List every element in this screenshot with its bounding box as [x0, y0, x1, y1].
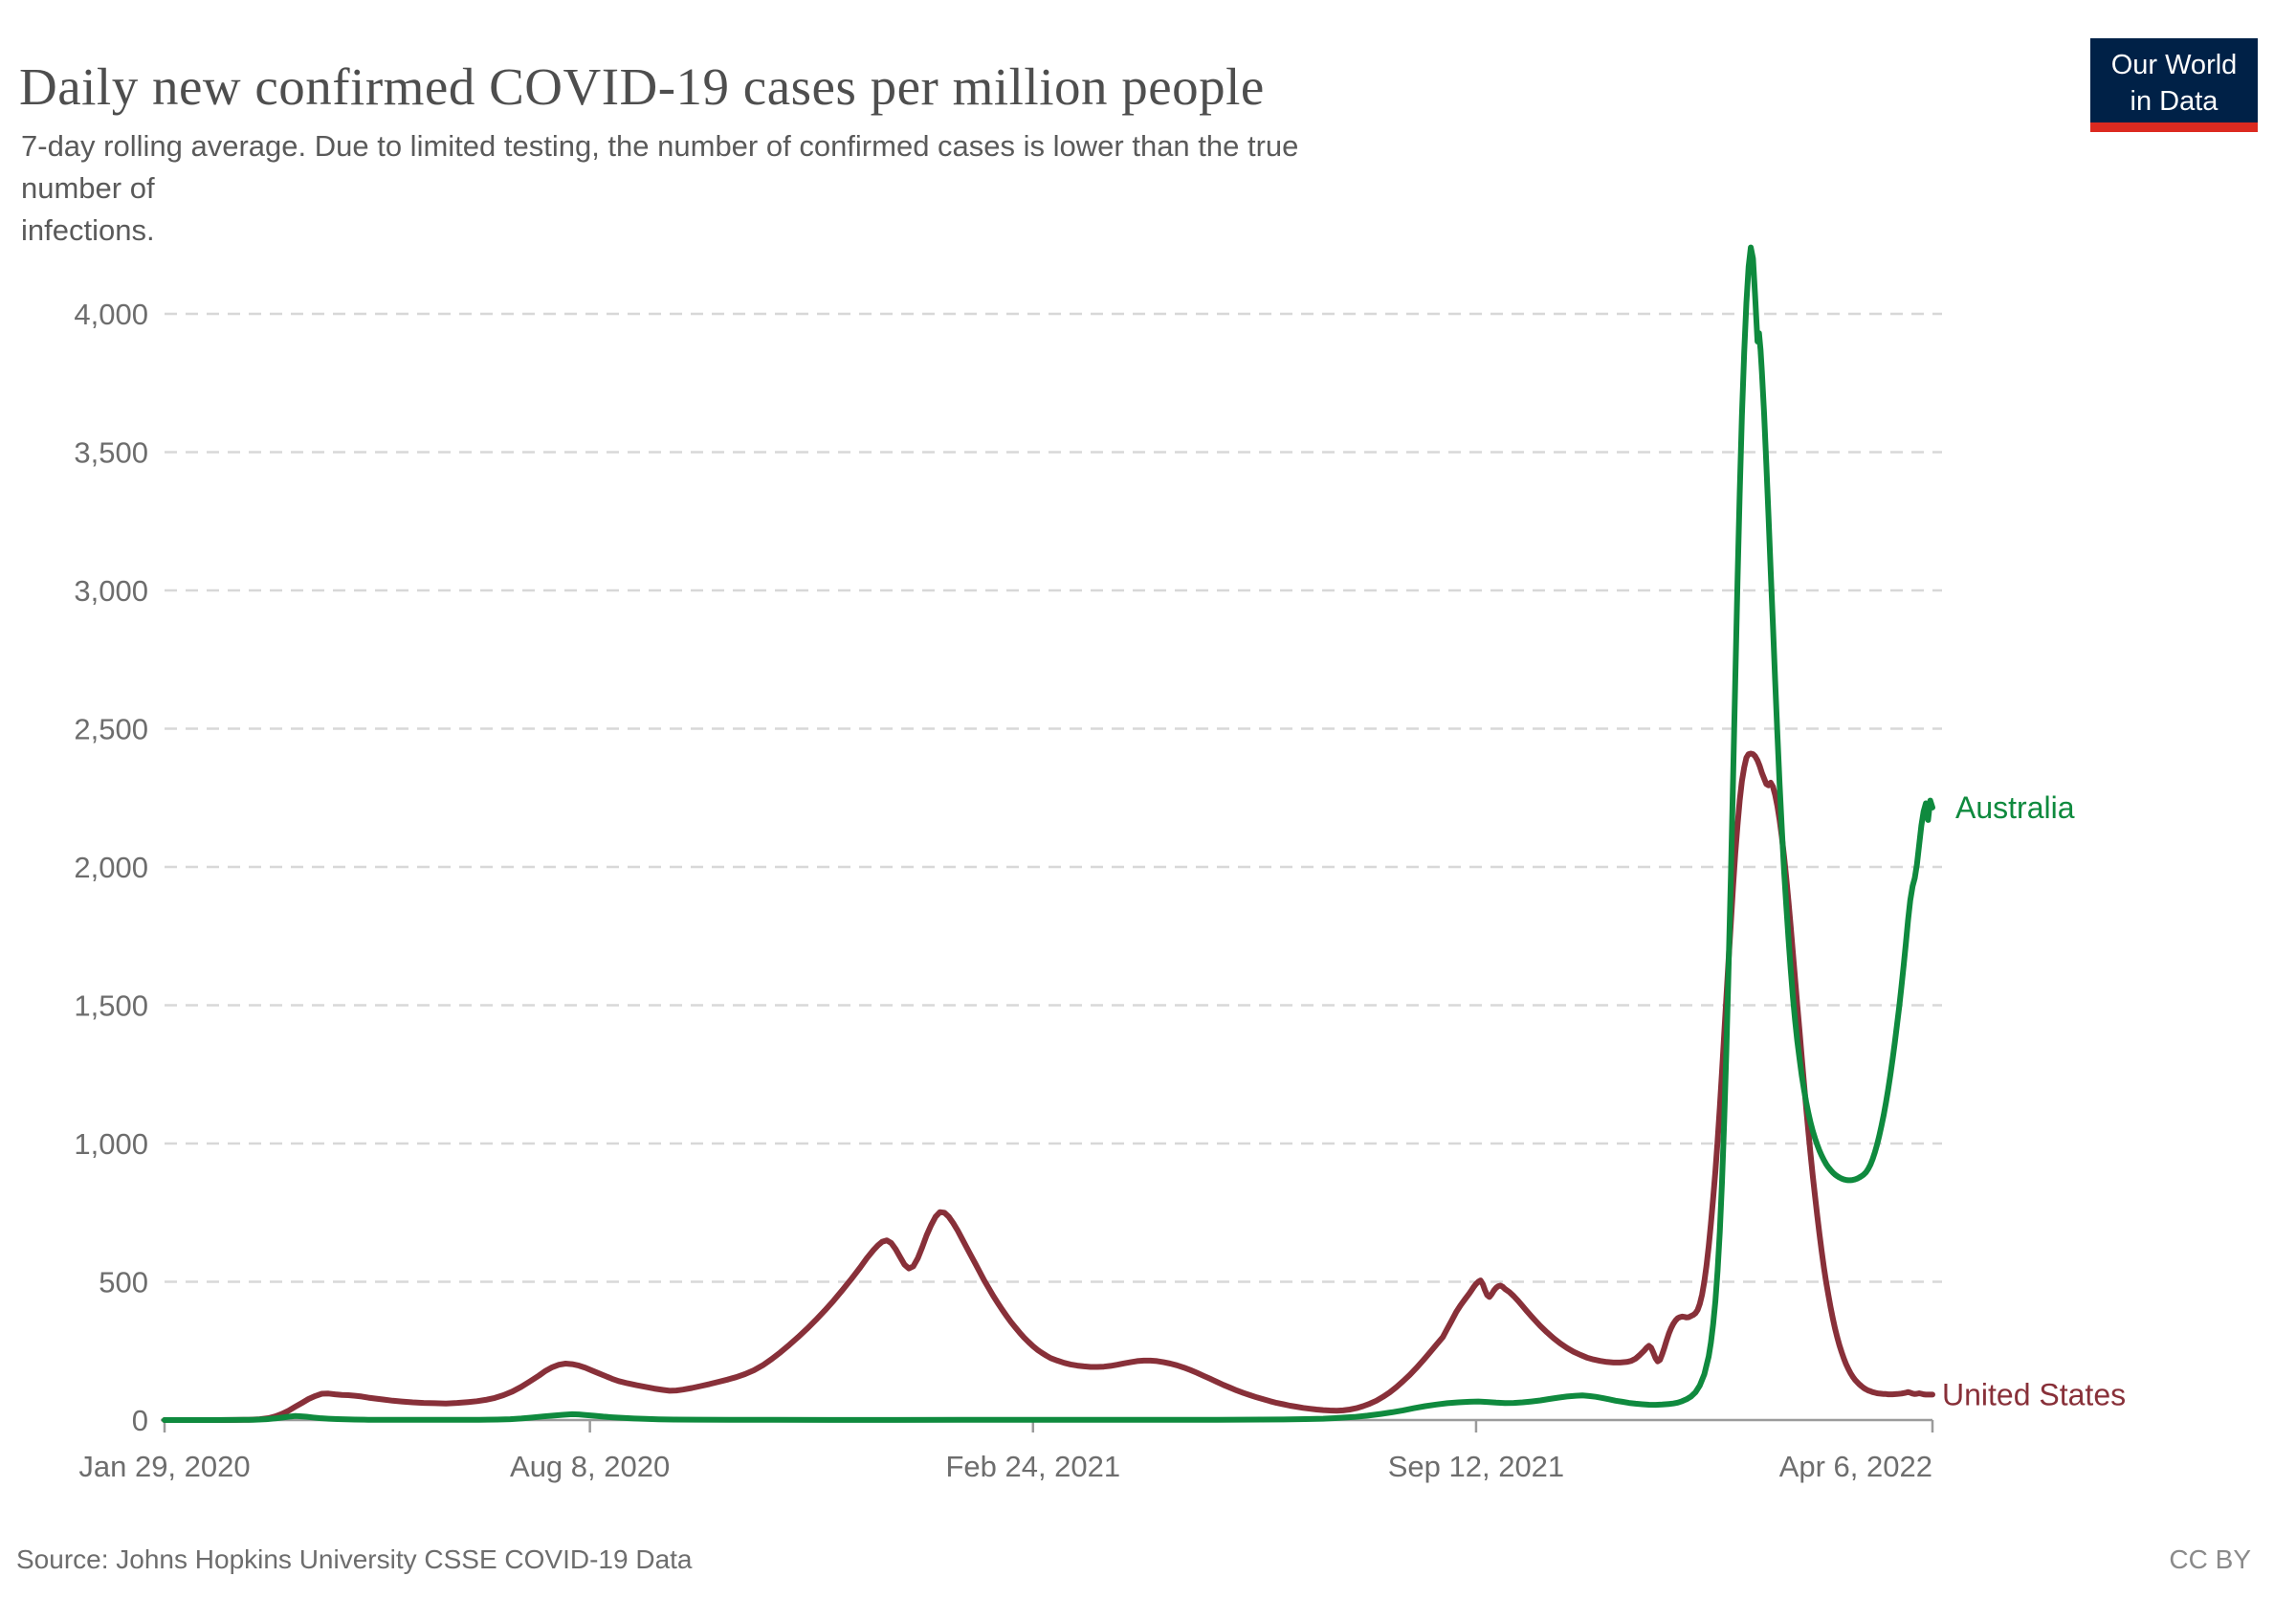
source-note: Source: Johns Hopkins University CSSE CO…	[16, 1544, 693, 1574]
y-tick-label-3000: 3,000	[74, 574, 148, 608]
series-label-australia[interactable]: Australia	[1955, 790, 2075, 825]
y-tick-label-4000: 4,000	[74, 298, 148, 331]
y-tick-label-0: 0	[132, 1404, 148, 1437]
y-tick-label-1500: 1,500	[74, 989, 148, 1023]
chart-subtitle: 7-day rolling average. Due to limited te…	[21, 129, 1299, 247]
series-line-australia[interactable]	[162, 244, 1935, 1423]
owid-logo-text-line1: Our World	[2110, 50, 2238, 80]
owid-logo[interactable]: Our World in Data	[2090, 38, 2258, 132]
y-tick-label-1000: 1,000	[74, 1127, 148, 1161]
y-tick-label-2000: 2,000	[74, 851, 148, 884]
series-label-united-states[interactable]: United States	[1942, 1377, 2126, 1411]
x-tick-label-798: Apr 6, 2022	[1779, 1450, 1932, 1483]
page-title: Daily new confirmed COVID-19 cases per m…	[19, 56, 1265, 116]
x-tick-label-192: Aug 8, 2020	[510, 1450, 670, 1483]
owid-logo-text-line2: in Data	[2130, 86, 2219, 117]
y-tick-label-3500: 3,500	[74, 436, 148, 470]
license-label[interactable]: CC BY	[2169, 1544, 2251, 1574]
x-tick-label-592: Sep 12, 2021	[1388, 1450, 1564, 1483]
x-tick-label-392: Feb 24, 2021	[945, 1450, 1120, 1483]
y-tick-label-500: 500	[99, 1266, 148, 1299]
x-tick-label-0: Jan 29, 2020	[78, 1450, 250, 1483]
series-line-united-states[interactable]	[162, 750, 1935, 1423]
y-tick-label-2500: 2,500	[74, 713, 148, 746]
